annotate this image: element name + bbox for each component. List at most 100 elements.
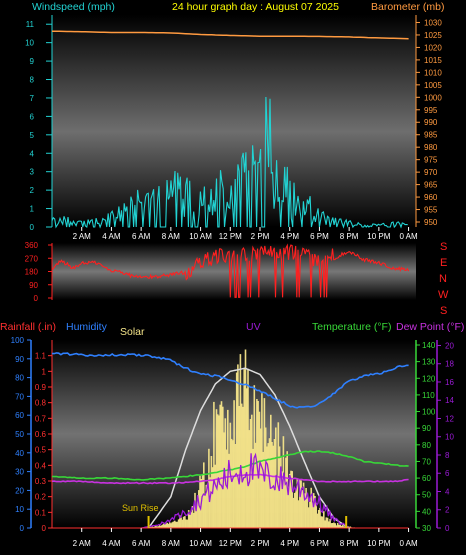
humidity-tick-label: 70: [15, 392, 24, 401]
compass-label-e: E: [440, 257, 447, 269]
solar-bar: [335, 525, 338, 528]
barometer-axis-label: Barometer (mb): [371, 1, 445, 13]
solar-bar: [172, 521, 175, 528]
solar-bar: [198, 490, 200, 528]
solar-bar: [158, 525, 161, 528]
solar-bar: [209, 477, 211, 528]
solar-bar: [162, 523, 165, 528]
solar-bar: [155, 525, 157, 528]
solar-bar: [316, 513, 319, 528]
wind-tick-label: 11: [26, 20, 35, 29]
solar-bar: [211, 467, 214, 528]
uv-line: [141, 452, 349, 529]
time-tick-label: 2 PM: [251, 232, 270, 241]
rainfall-axis-label: Rainfall (.in): [0, 321, 56, 333]
rainfall-tick-label: 0.7: [35, 414, 47, 423]
solar-bar: [296, 478, 299, 528]
solar-bar: [311, 502, 314, 528]
uv-tick-label: 12: [445, 414, 454, 423]
solar-bar: [347, 526, 349, 528]
solar-bar: [263, 398, 266, 528]
solar-bar: [204, 494, 206, 528]
rainfall-tick-label: 0.1: [35, 508, 47, 517]
barometer-tick-label: 970: [424, 168, 438, 177]
solar-bar: [215, 409, 218, 528]
rainfall-tick-label: 0.9: [35, 383, 47, 392]
barometer-tick-label: 1015: [424, 56, 442, 65]
time-tick-label: 6 PM: [310, 232, 329, 241]
solar-bar: [190, 512, 192, 528]
solar-bar: [203, 462, 205, 528]
wind-tick-label: 1: [30, 205, 35, 214]
solar-bar: [166, 522, 168, 528]
solar-bar: [187, 510, 190, 528]
solar-bar: [340, 525, 343, 528]
solar-bar: [161, 525, 163, 528]
time-tick-label: 8 PM: [340, 539, 359, 548]
time-tick-label: 0 AM: [399, 232, 418, 241]
solar-bar: [266, 446, 268, 528]
compass-label-s-top: S: [440, 241, 447, 253]
solar-bar: [326, 517, 329, 528]
rainfall-tick-label: 0.4: [35, 461, 47, 470]
temperature-tick-label: 90: [422, 424, 431, 433]
time-tick-label: 8 AM: [162, 539, 181, 548]
solar-bar: [243, 369, 245, 528]
time-tick-label: 10 AM: [189, 232, 212, 241]
solar-bar: [219, 404, 221, 528]
barometer-tick-label: 965: [424, 181, 438, 190]
temperature-tick-label: 100: [422, 408, 436, 417]
uv-axis-label: UV: [246, 321, 261, 333]
solar-bar: [319, 507, 321, 528]
solar-bar: [163, 522, 166, 528]
barometer-tick-label: 990: [424, 118, 438, 127]
time-tick-label: 4 PM: [280, 232, 299, 241]
humidity-line: [52, 352, 409, 409]
solar-bar: [252, 448, 254, 528]
wind-panel-background: [52, 15, 416, 227]
temperature-tick-label: 110: [422, 391, 435, 400]
solar-bar: [310, 487, 312, 528]
time-tick-label: 2 PM: [251, 539, 270, 548]
barometer-tick-label: 985: [424, 131, 438, 140]
barometer-tick-label: 1005: [424, 81, 442, 90]
uv-tick-label: 0: [445, 524, 450, 533]
solar-bar: [336, 522, 339, 528]
solar-bar: [167, 523, 170, 528]
wind-tick-label: 4: [30, 149, 35, 158]
solar-bar: [330, 523, 333, 528]
solar-bar: [262, 451, 264, 528]
rainfall-tick-label: 0.2: [35, 493, 47, 502]
temperature-tick-label: 70: [422, 457, 431, 466]
uv-tick-label: 14: [445, 396, 454, 405]
time-tick-label: 2 AM: [73, 232, 92, 241]
solar-bar: [235, 372, 238, 528]
rainfall-tick-label: 0.3: [35, 477, 47, 486]
solar-bar: [213, 401, 215, 528]
solar-bar: [222, 406, 224, 528]
humidity-tick-label: 100: [11, 336, 25, 345]
solar-bar: [206, 483, 209, 528]
solar-bar: [176, 521, 179, 528]
rainfall-tick-label: 1: [42, 367, 47, 376]
temperature-tick-label: 40: [422, 507, 431, 516]
solar-bar: [182, 516, 185, 528]
temperature-tick-label: 50: [422, 491, 431, 500]
solar-bar: [299, 479, 301, 528]
solar-bar: [270, 414, 272, 528]
solar-bar: [287, 486, 290, 528]
barometer-tick-label: 995: [424, 106, 438, 115]
solar-bar: [312, 493, 315, 528]
direction-tick-label: 360: [25, 241, 39, 250]
wind-tick-label: 6: [30, 112, 35, 121]
solar-bar: [320, 516, 323, 528]
time-tick-label: 2 AM: [73, 539, 92, 548]
solar-bar: [189, 514, 191, 528]
temperature-tick-label: 130: [422, 358, 436, 367]
windspeed-axis-label: Windspeed (mph): [32, 1, 115, 13]
time-tick-label: 6 AM: [132, 232, 151, 241]
solar-bar: [309, 501, 311, 528]
solar-bar: [239, 354, 242, 528]
wind-tick-label: 5: [30, 131, 35, 140]
solar-bar: [293, 492, 296, 528]
